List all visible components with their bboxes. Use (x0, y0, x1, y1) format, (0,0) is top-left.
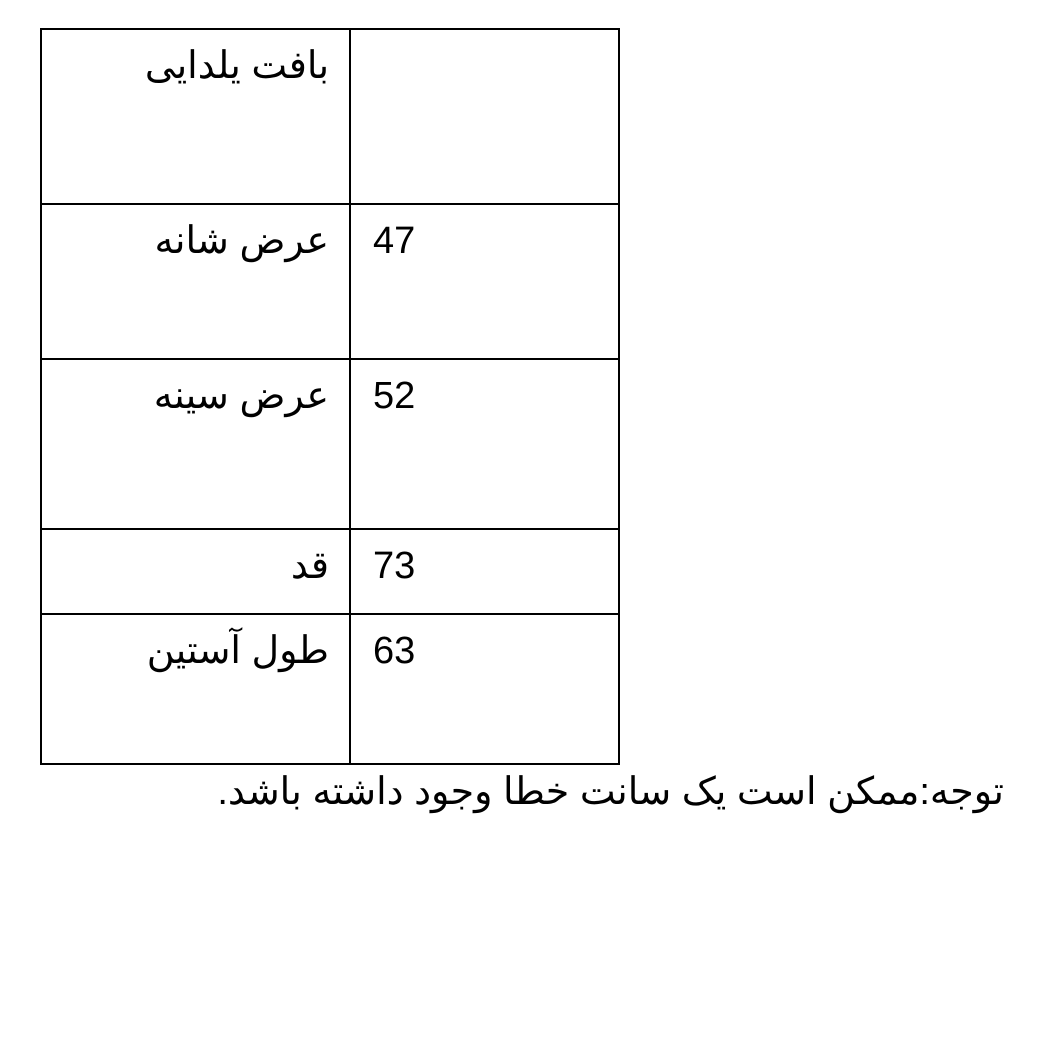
cell-label: عرض شانه (41, 204, 350, 359)
cell-value (350, 29, 619, 204)
table-row: عرض سینه 52 (41, 359, 619, 529)
table-row: طول آستین 63 (41, 614, 619, 764)
cell-value: 47 (350, 204, 619, 359)
cell-value: 52 (350, 359, 619, 529)
cell-label: طول آستین (41, 614, 350, 764)
measurements-table: بافت یلدایی عرض شانه 47 عرض سینه 52 قد 7… (40, 28, 620, 765)
cell-label: بافت یلدایی (41, 29, 350, 204)
cell-value: 73 (350, 529, 619, 614)
measurements-block: بافت یلدایی عرض شانه 47 عرض سینه 52 قد 7… (40, 28, 1004, 818)
cell-label: قد (41, 529, 350, 614)
cell-label: عرض سینه (41, 359, 350, 529)
note-container: توجه:ممکن است یک سانت خطا وجود داشته باش… (40, 767, 1004, 818)
note-text: توجه:ممکن است یک سانت خطا وجود داشته باش… (40, 767, 1004, 818)
table-row: بافت یلدایی (41, 29, 619, 204)
cell-value: 63 (350, 614, 619, 764)
table-row: عرض شانه 47 (41, 204, 619, 359)
table-row: قد 73 (41, 529, 619, 614)
